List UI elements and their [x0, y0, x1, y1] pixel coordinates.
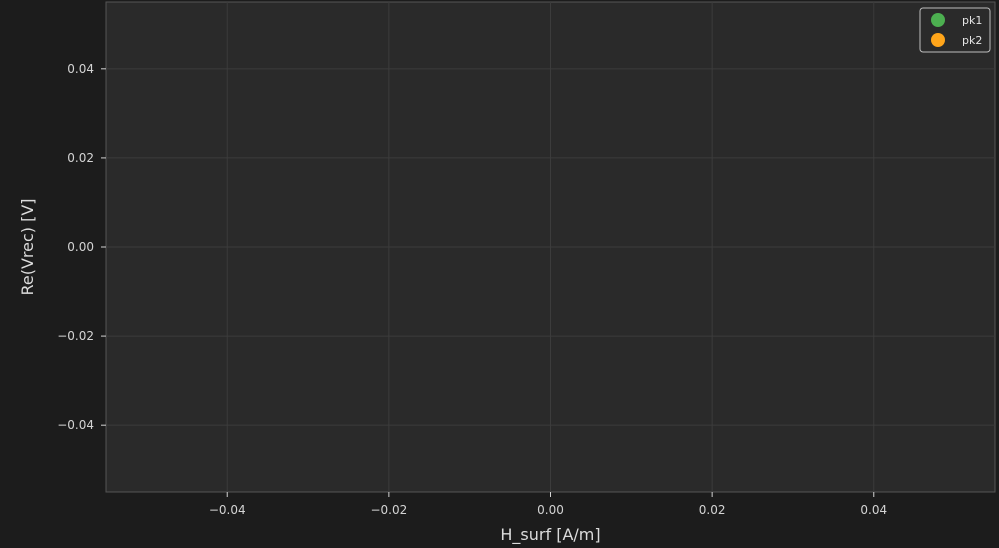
y-tick-label: −0.02 — [57, 329, 94, 343]
x-tick-label: 0.00 — [537, 503, 564, 517]
grid — [106, 2, 995, 492]
y-tick-label: 0.04 — [67, 62, 94, 76]
legend-label-pk1: pk1 — [962, 14, 982, 27]
y-tick-label: −0.04 — [57, 418, 94, 432]
legend: pk1 pk2 — [919, 7, 991, 53]
x-tick-label: −0.04 — [209, 503, 246, 517]
y-axis-label: Re(Vrec) [V] — [18, 198, 37, 295]
y-tick-label: 0.00 — [67, 240, 94, 254]
x-tick-label: −0.02 — [370, 503, 407, 517]
legend-label-pk2: pk2 — [962, 34, 982, 47]
x-tick-label: 0.04 — [860, 503, 887, 517]
ticks: −0.04 −0.02 0.00 0.02 0.04 −0.04 −0.02 0.00 0.02… — [57, 62, 887, 517]
x-tick-label: 0.02 — [699, 503, 726, 517]
x-axis-label: H_surf [A/m] — [500, 525, 600, 545]
legend-marker-pk1 — [931, 13, 945, 27]
y-tick-label: 0.02 — [67, 151, 94, 165]
legend-marker-pk2 — [931, 33, 945, 47]
